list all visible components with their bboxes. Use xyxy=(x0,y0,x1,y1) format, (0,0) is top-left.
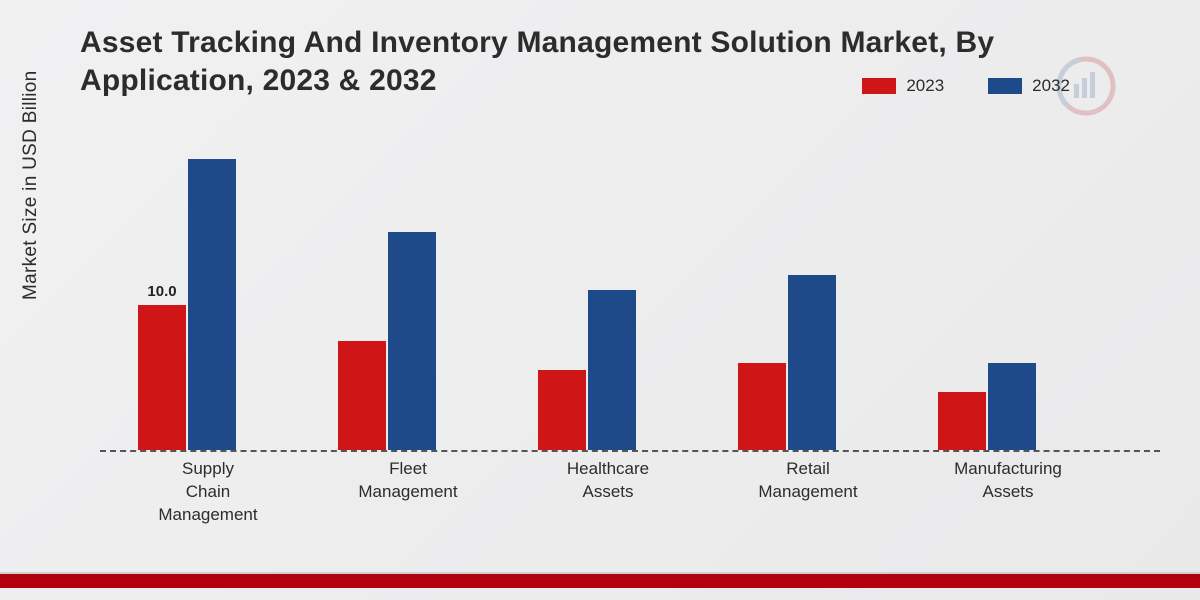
legend-label-2023: 2023 xyxy=(906,76,944,96)
bar-2023 xyxy=(538,370,586,450)
bar-2032 xyxy=(388,232,436,450)
bar-2032 xyxy=(588,290,636,450)
category-label: Healthcare Assets xyxy=(518,458,698,504)
legend-swatch-2032 xyxy=(988,78,1022,94)
legend-swatch-2023 xyxy=(862,78,896,94)
category-label: Manufacturing Assets xyxy=(918,458,1098,504)
legend-item-2023: 2023 xyxy=(862,76,944,96)
y-axis-label: Market Size in USD Billion xyxy=(20,70,42,300)
chart-canvas: Asset Tracking And Inventory Management … xyxy=(0,0,1200,600)
bar-2032 xyxy=(188,159,236,450)
legend: 2023 2032 xyxy=(862,76,1070,96)
bar-2023 xyxy=(338,341,386,450)
bar-2023 xyxy=(938,392,986,450)
category-label: Retail Management xyxy=(718,458,898,504)
category-label: Supply Chain Management xyxy=(118,458,298,527)
bar-value-label: 10.0 xyxy=(132,283,192,300)
legend-label-2032: 2032 xyxy=(1032,76,1070,96)
bar-2032 xyxy=(988,363,1036,450)
plot-area xyxy=(100,130,1160,452)
footer-bar xyxy=(0,574,1200,588)
bar-2032 xyxy=(788,275,836,450)
legend-item-2032: 2032 xyxy=(988,76,1070,96)
category-label: Fleet Management xyxy=(318,458,498,504)
bar-2023 xyxy=(738,363,786,450)
bar-2023 xyxy=(138,305,186,450)
